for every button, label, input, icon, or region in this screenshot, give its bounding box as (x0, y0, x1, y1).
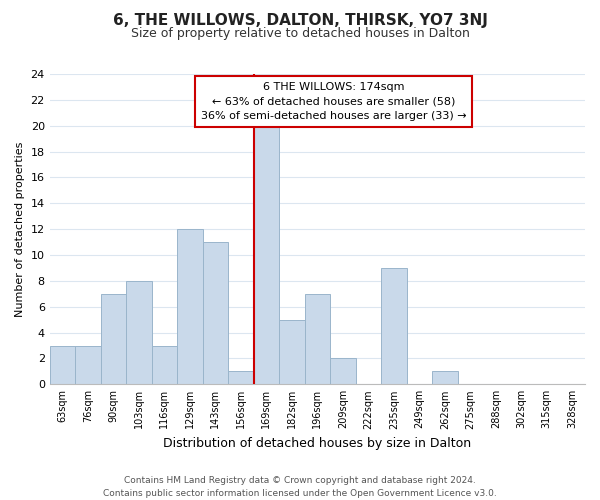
Text: 6, THE WILLOWS, DALTON, THIRSK, YO7 3NJ: 6, THE WILLOWS, DALTON, THIRSK, YO7 3NJ (113, 12, 487, 28)
Bar (177, 229, 203, 384)
Bar (101, 294, 126, 384)
Bar (203, 242, 228, 384)
Bar (75, 346, 101, 385)
Bar (305, 294, 330, 384)
Bar (50, 346, 75, 385)
Bar (254, 126, 279, 384)
Text: 6 THE WILLOWS: 174sqm
← 63% of detached houses are smaller (58)
36% of semi-deta: 6 THE WILLOWS: 174sqm ← 63% of detached … (200, 82, 466, 122)
Bar (279, 320, 305, 384)
Text: Size of property relative to detached houses in Dalton: Size of property relative to detached ho… (131, 28, 469, 40)
Y-axis label: Number of detached properties: Number of detached properties (15, 142, 25, 317)
Text: Contains HM Land Registry data © Crown copyright and database right 2024.
Contai: Contains HM Land Registry data © Crown c… (103, 476, 497, 498)
Bar (152, 346, 177, 385)
Bar (126, 281, 152, 384)
X-axis label: Distribution of detached houses by size in Dalton: Distribution of detached houses by size … (163, 437, 472, 450)
Bar (381, 268, 407, 384)
Bar (228, 372, 254, 384)
Bar (432, 372, 458, 384)
Bar (330, 358, 356, 384)
